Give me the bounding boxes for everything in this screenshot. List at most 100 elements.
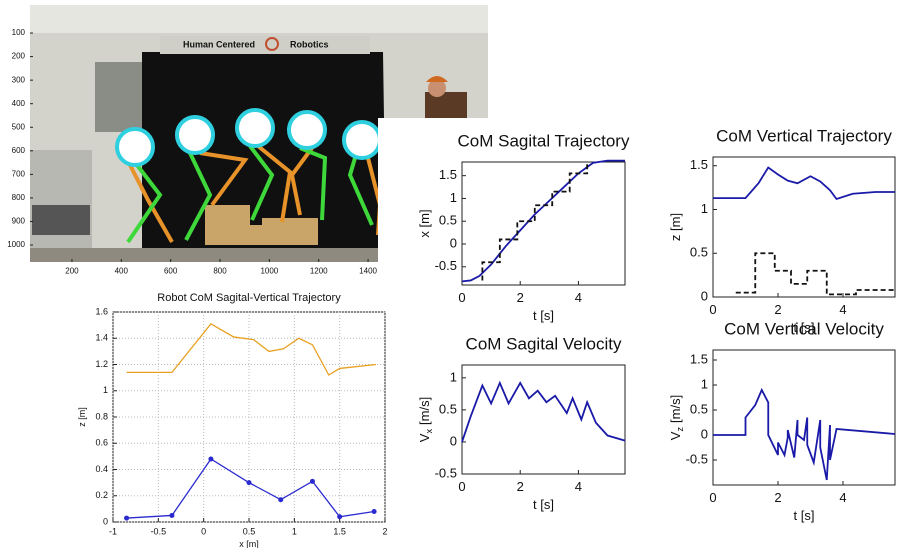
y-tick-label: 800 [12, 193, 26, 202]
y-tick-label: 1 [450, 369, 457, 384]
x-tick-label: 4 [839, 490, 846, 505]
y-tick-label: 0 [103, 516, 108, 526]
x-tick-label: 2 [382, 526, 387, 536]
series-line [461, 380, 626, 443]
y-tick-label: 0 [701, 288, 708, 303]
banner-text: Human Centered [183, 39, 255, 49]
series-line [461, 159, 625, 283]
logo [265, 37, 279, 51]
y-tick-label: 1.4 [95, 333, 108, 343]
plot-area [461, 364, 626, 475]
robot-head [342, 120, 382, 160]
series-line [713, 387, 896, 481]
plot-area [461, 161, 626, 286]
y-tick-label: 0.5 [439, 401, 457, 416]
ceiling [30, 5, 488, 33]
y-tick-label: 1 [701, 201, 708, 216]
point [124, 515, 130, 521]
leg-green [248, 144, 275, 221]
y-tick-label: 1.6 [95, 306, 108, 316]
x-tick-label: 0 [201, 526, 206, 536]
leg-green [299, 146, 328, 221]
chart-title: CoM Vertical Velocity [724, 319, 884, 338]
point [246, 480, 252, 486]
x-tick-label: 400 [115, 266, 129, 275]
leg-orange [256, 144, 293, 223]
y-tick-label: -0.5 [435, 465, 457, 480]
x-tick-label: 1200 [310, 266, 328, 275]
y-tick-label: 0.5 [439, 213, 457, 228]
x-tick-label: 4 [839, 302, 846, 317]
y-tick-label: 0.6 [95, 438, 108, 448]
y-tick-label: 1.5 [690, 351, 708, 366]
y-axis-label: Vx [m/s] [417, 397, 434, 442]
x-tick-label: 0 [458, 479, 465, 494]
y-axis-label-main: x [m] [417, 209, 432, 237]
robot-head [235, 108, 275, 148]
y-tick-label: -0.5 [435, 258, 457, 273]
x-tick-label: 1400 [359, 266, 377, 275]
y-axis-label-sub: x [424, 429, 434, 434]
y-tick-label: 0.5 [690, 245, 708, 260]
x-tick-label: 4 [575, 290, 582, 305]
y-axis-label-unit: [m/s] [668, 395, 683, 423]
x-tick-label: -0.5 [151, 526, 167, 536]
x-tick-label: 2 [774, 302, 781, 317]
y-axis-label-sub: z [675, 427, 685, 432]
x-tick-label: 0.5 [243, 526, 256, 536]
y-tick-label: 0 [701, 426, 708, 441]
x-tick-label: 1 [292, 526, 297, 536]
y-tick-label: 1000 [7, 240, 25, 249]
chart-title: CoM Vertical Trajectory [716, 126, 892, 145]
y-tick-label: 400 [12, 99, 26, 108]
robot-head [175, 115, 215, 155]
y-tick-label: 0.8 [95, 411, 108, 421]
point [208, 456, 214, 462]
x-tick-label: 2 [774, 490, 781, 505]
y-tick-label: 1.2 [95, 359, 108, 369]
leg-green [126, 163, 163, 244]
x-tick-label: -1 [109, 526, 117, 536]
x-tick-label: 2 [517, 290, 524, 305]
y-tick-label: 1 [103, 385, 108, 395]
x-tick-label: 4 [575, 479, 582, 494]
x-tick-label: 0 [709, 302, 716, 317]
series-line [126, 322, 377, 376]
y-tick-label: 1 [450, 190, 457, 205]
point [278, 497, 284, 503]
chart-title: CoM Sagital Velocity [466, 334, 622, 353]
equipment [32, 205, 90, 235]
x-tick-label: 1.5 [333, 526, 346, 536]
y-tick-label: 100 [12, 28, 26, 37]
x-tick-label: 0 [709, 490, 716, 505]
y-tick-label: 200 [12, 52, 26, 61]
robot-head [115, 127, 155, 167]
y-tick-label: 0.4 [95, 464, 108, 474]
series-line [713, 166, 895, 201]
x-axis-label: t [s] [794, 508, 815, 523]
y-tick-label: 300 [12, 75, 26, 84]
y-tick-label: 1.5 [690, 157, 708, 172]
leg-green [184, 152, 213, 241]
y-tick-label: 0 [450, 235, 457, 250]
y-tick-label: 1.5 [439, 167, 457, 182]
banner [160, 36, 370, 54]
x-tick-label: 200 [65, 266, 79, 275]
x-tick-label: 1000 [260, 266, 278, 275]
banner-text: Robotics [290, 39, 329, 49]
leg-orange [289, 146, 314, 216]
x-tick-label: 800 [213, 266, 227, 275]
whiteboard [95, 62, 145, 132]
point [371, 509, 377, 514]
y-tick-label: 500 [12, 122, 26, 131]
y-tick-label: 0.5 [690, 401, 708, 416]
series-line [126, 458, 375, 519]
point [337, 514, 343, 520]
person-head [428, 79, 446, 97]
y-axis-label: z [m] [668, 213, 683, 241]
chart-title: Robot CoM Sagital-Vertical Trajectory [157, 292, 341, 304]
y-axis-label-unit: [m/s] [417, 397, 432, 425]
chart-title: CoM Sagital Trajectory [458, 131, 630, 150]
y-tick-label: 600 [12, 146, 26, 155]
